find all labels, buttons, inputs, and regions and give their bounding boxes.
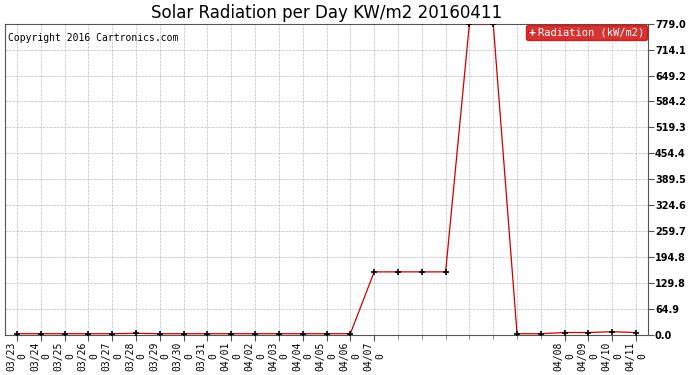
Legend: Radiation (kW/m2): Radiation (kW/m2) — [526, 25, 647, 40]
Title: Solar Radiation per Day KW/m2 20160411: Solar Radiation per Day KW/m2 20160411 — [151, 4, 502, 22]
Text: Copyright 2016 Cartronics.com: Copyright 2016 Cartronics.com — [8, 33, 179, 43]
